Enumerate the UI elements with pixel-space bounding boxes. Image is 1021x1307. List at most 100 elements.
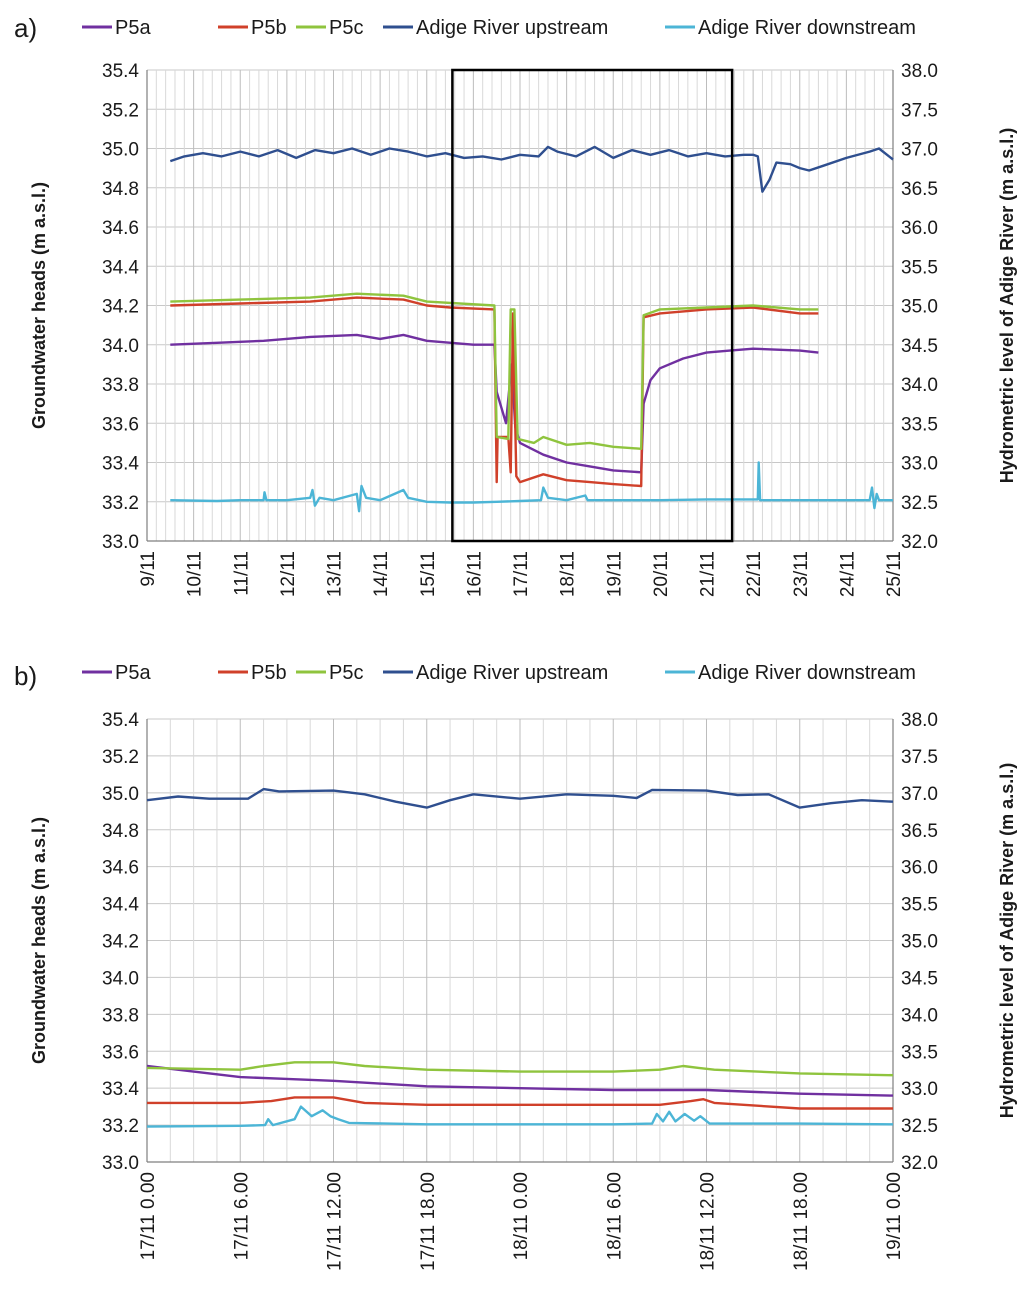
series-group xyxy=(169,145,894,513)
series-line-p5c xyxy=(170,292,819,450)
x-tick-label: 16/11 xyxy=(464,551,485,597)
series-line-p5a xyxy=(170,333,819,474)
x-tick-label: 17/11 0.00 xyxy=(138,1172,159,1260)
right-tick-label: 33.0 xyxy=(901,1079,938,1100)
series-line-adige-river-downstream xyxy=(146,1105,894,1128)
right-tick-label: 32.5 xyxy=(901,1116,938,1137)
x-tick-label: 10/11 xyxy=(185,551,206,597)
x-tick-label: 18/11 6.00 xyxy=(604,1172,625,1260)
legend: P5a P5b P5c Adige River upstream Adige River… xyxy=(82,662,916,684)
legend-label-p5b: P5b xyxy=(251,17,287,39)
right-tick-label: 36.5 xyxy=(901,821,938,842)
series-line-adige-river-downstream xyxy=(170,461,893,513)
left-tick-label: 34.2 xyxy=(102,297,139,318)
x-tick-label: 19/11 xyxy=(604,551,625,597)
legend: P5a P5b P5c Adige River upstream Adige River… xyxy=(82,17,916,39)
right-tick-label: 36.0 xyxy=(901,218,938,239)
left-tick-label: 35.0 xyxy=(102,140,139,161)
x-tick-label: 17/11 18.00 xyxy=(418,1172,439,1271)
left-tick-label: 33.4 xyxy=(102,1079,139,1100)
series-line-p5b xyxy=(170,296,819,488)
x-tick-label: 20/11 xyxy=(651,551,672,597)
right-tick-label: 37.0 xyxy=(901,140,938,161)
left-tick-label: 34.8 xyxy=(102,179,139,200)
right-tick-label: 37.0 xyxy=(901,784,938,805)
x-tick-label: 14/11 xyxy=(371,551,392,597)
left-tick-label: 33.2 xyxy=(102,1116,139,1137)
left-tick-label: 33.4 xyxy=(102,454,139,475)
x-tick-label: 25/11 xyxy=(884,551,905,597)
series-group xyxy=(146,787,894,1128)
left-tick-label: 35.4 xyxy=(102,61,139,82)
x-tick-label: 19/11 0.00 xyxy=(884,1172,905,1260)
x-tick-label: 15/11 xyxy=(418,551,439,597)
legend-label-adige-river-upstream: Adige River upstream xyxy=(416,662,608,684)
legend-label-adige-river-downstream: Adige River downstream xyxy=(698,662,916,684)
legend-label-adige-river-downstream: Adige River downstream xyxy=(698,17,916,39)
legend-label-p5b: P5b xyxy=(251,662,287,684)
x-tick-label: 18/11 18.00 xyxy=(791,1172,812,1271)
right-tick-label: 35.5 xyxy=(901,257,938,278)
right-tick-label: 33.0 xyxy=(901,454,938,475)
x-tick-label: 18/11 0.00 xyxy=(511,1172,532,1260)
legend-label-p5c: P5c xyxy=(329,17,363,39)
left-tick-label: 34.6 xyxy=(102,858,139,879)
series-line-p5c xyxy=(146,1061,894,1077)
left-tick-label: 35.2 xyxy=(102,747,139,768)
right-tick-label: 38.0 xyxy=(901,710,938,731)
panel-label: a) xyxy=(14,13,37,43)
x-tick-label: 17/11 xyxy=(511,551,532,597)
legend-label-p5c: P5c xyxy=(329,662,363,684)
panel-b: b) 35.4 35.2 35.0 34.8 34.6 34.4 34.2 34.0 33.8 33… xyxy=(14,661,1017,1271)
right-tick-label: 35.0 xyxy=(901,932,938,953)
series-line-adige-river-upstream xyxy=(169,145,894,193)
left-tick-label: 33.0 xyxy=(102,1153,139,1174)
x-tick-label: 24/11 xyxy=(837,551,858,597)
x-tick-label: 18/11 xyxy=(558,551,579,597)
x-tick-label: 13/11 xyxy=(325,551,346,597)
left-tick-label: 34.0 xyxy=(102,336,139,357)
series-line-p5b xyxy=(147,1096,893,1110)
right-tick-label: 33.5 xyxy=(901,414,938,435)
left-tick-label: 34.8 xyxy=(102,821,139,842)
x-tick-label: 11/11 xyxy=(231,551,252,596)
right-tick-label: 34.0 xyxy=(901,1005,938,1026)
right-tick-label: 34.5 xyxy=(901,968,938,989)
x-tick-label: 17/11 12.00 xyxy=(325,1172,346,1271)
right-tick-label: 37.5 xyxy=(901,100,938,121)
gridlines xyxy=(146,69,894,542)
left-tick-label: 35.2 xyxy=(102,100,139,121)
left-axis-title: Groundwater heads (m a.s.l.) xyxy=(29,817,49,1064)
left-tick-label: 33.2 xyxy=(102,493,139,514)
left-axis-title: Groundwater heads (m a.s.l.) xyxy=(29,182,49,429)
right-tick-label: 32.0 xyxy=(901,1153,938,1174)
legend-label-adige-river-upstream: Adige River upstream xyxy=(416,17,608,39)
left-tick-label: 33.8 xyxy=(102,375,139,396)
left-tick-label: 33.8 xyxy=(102,1005,139,1026)
x-tick-label: 23/11 xyxy=(791,551,812,597)
right-tick-label: 36.0 xyxy=(901,858,938,879)
x-tick-label: 21/11 xyxy=(698,551,719,597)
left-tick-label: 34.0 xyxy=(102,968,139,989)
left-tick-label: 34.4 xyxy=(102,895,139,916)
right-tick-label: 37.5 xyxy=(901,747,938,768)
left-tick-label: 35.4 xyxy=(102,710,139,731)
panel-a: a) 35.4 35.2 35.0 34.8 34.6 34.4 34.2 34.0 33.8 33… xyxy=(14,13,1017,597)
x-tick-label: 22/11 xyxy=(744,551,765,597)
right-tick-label: 36.5 xyxy=(901,179,938,200)
left-tick-label: 34.4 xyxy=(102,257,139,278)
x-tick-label: 9/11 xyxy=(138,551,159,587)
right-tick-label: 34.5 xyxy=(901,336,938,357)
right-tick-label: 32.5 xyxy=(901,493,938,514)
left-tick-label: 33.6 xyxy=(102,1042,139,1063)
gridlines xyxy=(146,718,894,1163)
series-line-adige-river-upstream xyxy=(146,787,894,809)
right-tick-label: 33.5 xyxy=(901,1042,938,1063)
left-tick-label: 34.6 xyxy=(102,218,139,239)
right-tick-label: 38.0 xyxy=(901,61,938,82)
left-tick-label: 34.2 xyxy=(102,932,139,953)
x-tick-label: 17/11 6.00 xyxy=(231,1172,252,1260)
x-tick-label: 18/11 12.00 xyxy=(698,1172,719,1271)
